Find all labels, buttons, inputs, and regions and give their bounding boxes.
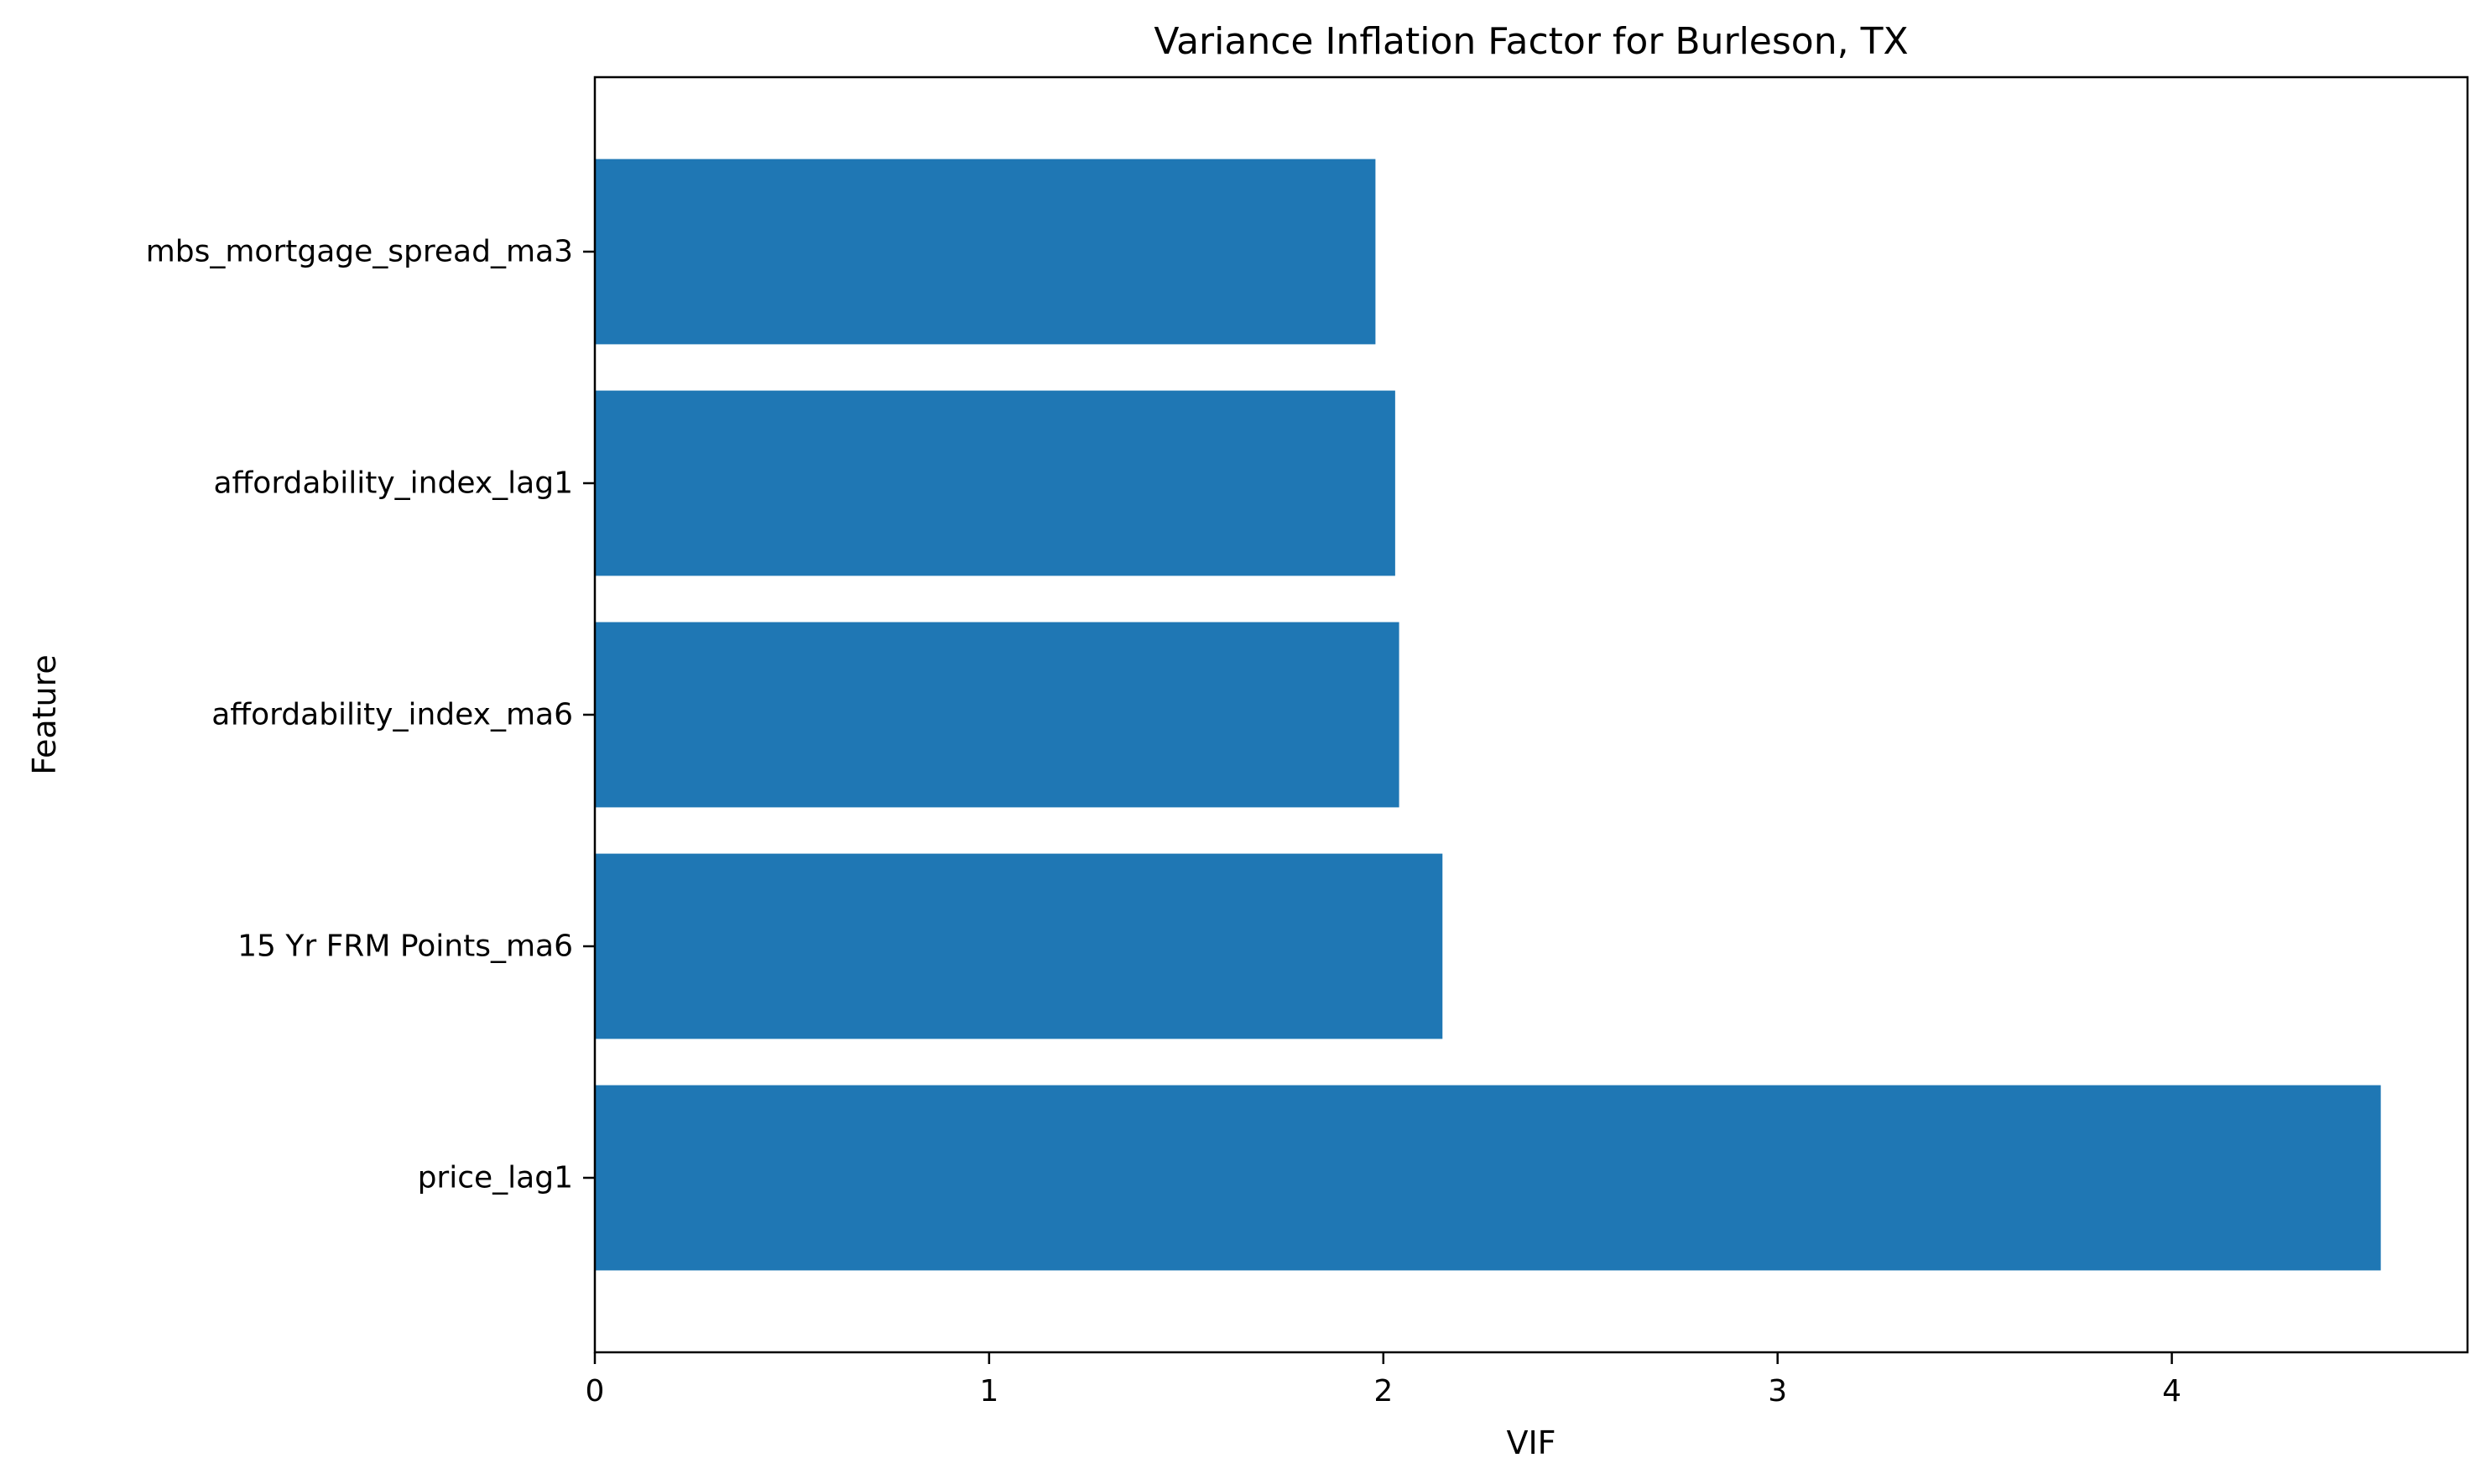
bar-1 — [595, 390, 1395, 576]
y-tick-label-2: affordability_index_ma6 — [211, 698, 573, 732]
x-tick-label-3: 3 — [1768, 1374, 1787, 1408]
x-axis-label: VIF — [1506, 1424, 1556, 1461]
x-axis-ticks: 0 1 2 3 4 — [586, 1352, 2181, 1408]
chart-title: Variance Inflation Factor for Burleson, … — [1154, 20, 1908, 63]
x-tick-label-4: 4 — [2162, 1374, 2181, 1408]
bar-3 — [595, 853, 1443, 1039]
y-axis-ticks: mbs_mortgage_spread_ma3 affordability_ind… — [146, 235, 595, 1195]
bar-0 — [595, 159, 1376, 345]
bars-group — [595, 159, 2381, 1271]
y-tick-label-4: price_lag1 — [418, 1161, 573, 1195]
y-axis-label: Feature — [26, 654, 63, 775]
x-tick-label-2: 2 — [1373, 1374, 1393, 1408]
x-tick-label-1: 1 — [979, 1374, 998, 1408]
y-tick-label-0: mbs_mortgage_spread_ma3 — [146, 235, 573, 269]
bar-4 — [595, 1085, 2381, 1271]
x-tick-label-0: 0 — [586, 1374, 605, 1408]
y-tick-label-3: 15 Yr FRM Points_ma6 — [237, 929, 573, 964]
bar-2 — [595, 622, 1399, 808]
y-tick-label-1: affordability_index_lag1 — [213, 466, 573, 501]
